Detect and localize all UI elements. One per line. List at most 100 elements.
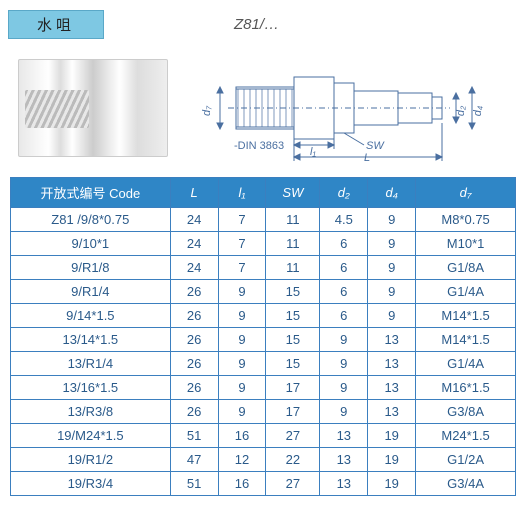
table-row: 19/M24*1.55116271319M24*1.5	[11, 424, 516, 448]
cell-L: 26	[170, 352, 218, 376]
table-row: 9/R1/42691569G1/4A	[11, 280, 516, 304]
cell-SW: 15	[266, 352, 320, 376]
cell-code: 9/14*1.5	[11, 304, 171, 328]
cell-d2: 6	[320, 232, 368, 256]
cell-l1: 9	[218, 376, 266, 400]
cell-code: 9/R1/4	[11, 280, 171, 304]
cell-SW: 15	[266, 328, 320, 352]
cell-d4: 13	[368, 376, 416, 400]
cell-L: 26	[170, 400, 218, 424]
cell-L: 26	[170, 280, 218, 304]
cell-l1: 16	[218, 424, 266, 448]
model-label: Z81/…	[234, 16, 279, 33]
cell-code: 13/R3/8	[11, 400, 171, 424]
cell-d7: G1/8A	[416, 256, 516, 280]
cell-d4: 9	[368, 208, 416, 232]
cell-d7: M14*1.5	[416, 328, 516, 352]
cell-SW: 11	[266, 256, 320, 280]
th-l1: l₁	[218, 178, 266, 208]
cell-l1: 16	[218, 472, 266, 496]
cell-SW: 15	[266, 280, 320, 304]
cell-code: 13/14*1.5	[11, 328, 171, 352]
th-d4: d₄	[368, 178, 416, 208]
dim-d7: d₇	[201, 105, 213, 116]
th-d2: d₂	[320, 178, 368, 208]
dim-SW: SW	[366, 140, 385, 152]
table-row: 9/R1/82471169G1/8A	[11, 256, 516, 280]
table-row: 13/14*1.526915913M14*1.5	[11, 328, 516, 352]
table-row: 19/R1/24712221319G1/2A	[11, 448, 516, 472]
cell-code: 19/M24*1.5	[11, 424, 171, 448]
cell-L: 24	[170, 208, 218, 232]
cell-L: 26	[170, 376, 218, 400]
th-L: L	[170, 178, 218, 208]
cell-code: 19/R1/2	[11, 448, 171, 472]
cell-d4: 19	[368, 424, 416, 448]
th-d7: d₇	[416, 178, 516, 208]
dim-L: L	[364, 152, 370, 163]
cell-code: 9/R1/8	[11, 256, 171, 280]
cell-code: 9/10*1	[11, 232, 171, 256]
cell-d2: 9	[320, 352, 368, 376]
cell-d4: 19	[368, 448, 416, 472]
cell-code: 19/R3/4	[11, 472, 171, 496]
dimension-diagram: d₇ d₂ d₄ L l₁ SW -DIN 3863	[188, 53, 488, 163]
cell-d2: 13	[320, 472, 368, 496]
table-row: Z81 /9/8*0.75247114.59M8*0.75	[11, 208, 516, 232]
cell-l1: 9	[218, 352, 266, 376]
page-title-badge: 水咀	[8, 10, 104, 39]
product-photo	[18, 59, 168, 157]
table-body: Z81 /9/8*0.75247114.59M8*0.759/10*124711…	[11, 208, 516, 496]
cell-code: 13/R1/4	[11, 352, 171, 376]
cell-L: 26	[170, 304, 218, 328]
cell-d2: 9	[320, 400, 368, 424]
header-row: 水咀 Z81/…	[6, 6, 520, 47]
cell-d7: M8*0.75	[416, 208, 516, 232]
cell-L: 26	[170, 328, 218, 352]
th-SW: SW	[266, 178, 320, 208]
cell-d4: 9	[368, 256, 416, 280]
cell-SW: 22	[266, 448, 320, 472]
cell-SW: 15	[266, 304, 320, 328]
cell-d2: 6	[320, 280, 368, 304]
cell-d4: 9	[368, 232, 416, 256]
cell-d4: 19	[368, 472, 416, 496]
cell-d4: 13	[368, 352, 416, 376]
dim-d2: d₂	[455, 105, 467, 116]
cell-L: 47	[170, 448, 218, 472]
cell-SW: 17	[266, 376, 320, 400]
cell-d7: G3/4A	[416, 472, 516, 496]
figure-row: d₇ d₂ d₄ L l₁ SW -DIN 3863	[6, 47, 520, 177]
cell-d2: 9	[320, 376, 368, 400]
cell-l1: 9	[218, 328, 266, 352]
cell-d2: 13	[320, 424, 368, 448]
table-row: 13/16*1.526917913M16*1.5	[11, 376, 516, 400]
cell-L: 24	[170, 256, 218, 280]
cell-d7: G3/8A	[416, 400, 516, 424]
cell-l1: 7	[218, 256, 266, 280]
cell-l1: 12	[218, 448, 266, 472]
cell-SW: 11	[266, 232, 320, 256]
cell-l1: 7	[218, 232, 266, 256]
cell-code: Z81 /9/8*0.75	[11, 208, 171, 232]
cell-d7: M16*1.5	[416, 376, 516, 400]
cell-d4: 13	[368, 328, 416, 352]
cell-d7: M14*1.5	[416, 304, 516, 328]
table-row: 9/14*1.52691569M14*1.5	[11, 304, 516, 328]
cell-d7: G1/4A	[416, 280, 516, 304]
cell-l1: 7	[218, 208, 266, 232]
cell-d4: 9	[368, 304, 416, 328]
cell-SW: 11	[266, 208, 320, 232]
cell-L: 51	[170, 472, 218, 496]
cell-d2: 6	[320, 304, 368, 328]
cell-L: 24	[170, 232, 218, 256]
table-row: 13/R3/826917913G3/8A	[11, 400, 516, 424]
cell-d2: 4.5	[320, 208, 368, 232]
cell-SW: 27	[266, 472, 320, 496]
cell-d7: M10*1	[416, 232, 516, 256]
cell-d4: 9	[368, 280, 416, 304]
table-header-row: 开放式编号 Code L l₁ SW d₂ d₄ d₇	[11, 178, 516, 208]
dim-d4: d₄	[472, 106, 484, 117]
cell-d7: G1/2A	[416, 448, 516, 472]
cell-l1: 9	[218, 280, 266, 304]
